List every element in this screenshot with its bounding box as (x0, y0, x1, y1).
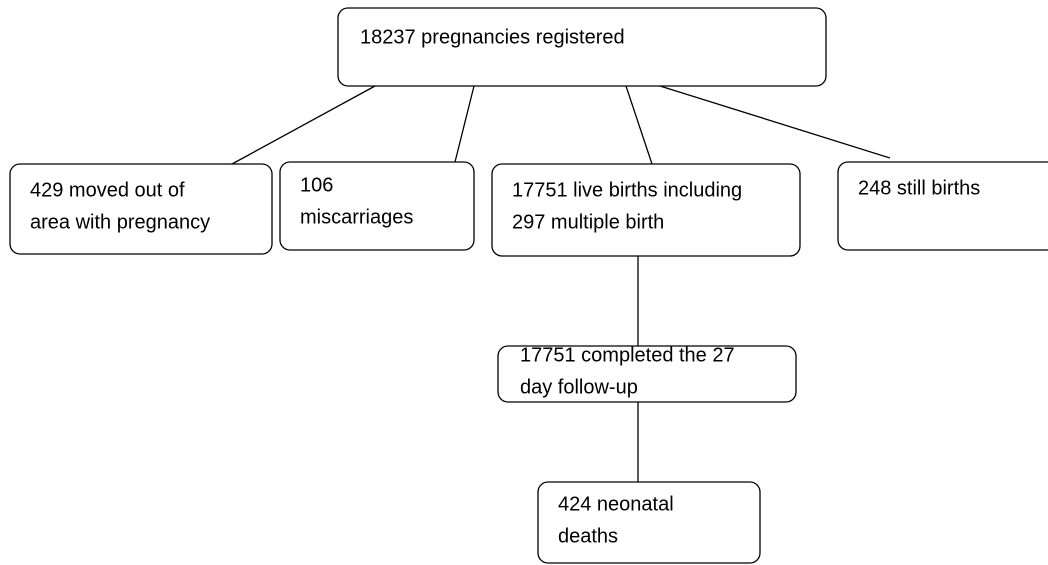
node-label: 429 moved out of (30, 179, 185, 201)
connector (454, 85, 475, 163)
node-box (497, 345, 797, 403)
node-label: 297 multiple birth (512, 211, 664, 233)
node-label: day follow-up (520, 376, 638, 398)
node-box (837, 161, 1048, 251)
node-label: 17751 live births including (512, 179, 742, 201)
node-label: area with pregnancy (30, 211, 210, 233)
node-label: deaths (558, 525, 618, 547)
connector (625, 85, 653, 165)
node-label: 17751 completed the 27 (520, 344, 735, 366)
node-box (9, 163, 273, 255)
connector (659, 85, 891, 159)
connector (231, 85, 376, 165)
node-label: 18237 pregnancies registered (360, 26, 625, 48)
node-label: 424 neonatal (558, 493, 674, 515)
node-label: miscarriages (300, 206, 413, 228)
node-box (279, 161, 475, 251)
node-box (337, 7, 827, 87)
node-label: 248 still births (858, 177, 980, 199)
node-label: 106 (300, 174, 333, 196)
node-box (537, 481, 761, 564)
node-box (491, 163, 801, 257)
